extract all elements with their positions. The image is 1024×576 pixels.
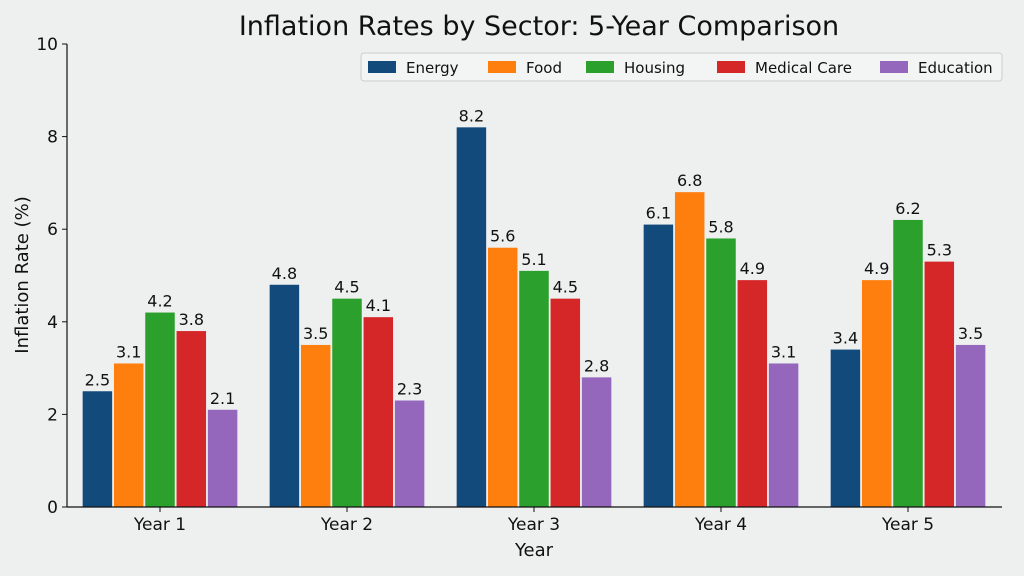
data-label: 4.1: [366, 296, 391, 315]
bar-food: [487, 247, 518, 507]
data-label: 2.1: [210, 389, 235, 408]
legend-swatch: [880, 61, 908, 73]
bar-energy: [82, 391, 113, 507]
bar-medical-care: [550, 298, 581, 507]
data-label: 6.1: [646, 204, 671, 223]
y-axis: 0 2 4 6 8 10: [36, 35, 67, 518]
data-label: 2.3: [397, 380, 422, 399]
bar-medical-care: [363, 317, 394, 507]
legend-label: Medical Care: [755, 59, 852, 77]
data-label: 4.2: [147, 292, 172, 311]
data-label: 3.1: [116, 342, 141, 361]
data-label: 6.8: [677, 171, 702, 190]
bar-medical-care: [924, 261, 955, 507]
bar-food: [674, 192, 705, 507]
bar-education: [394, 400, 425, 507]
data-label: 2.8: [584, 356, 609, 375]
bar-education: [955, 344, 986, 507]
legend-swatch: [586, 61, 614, 73]
x-tick-label: Year 1: [133, 515, 186, 535]
data-label: 2.5: [85, 370, 110, 389]
data-label: 5.1: [521, 250, 546, 269]
y-tick-label: 4: [47, 313, 58, 333]
chart-title: Inflation Rates by Sector: 5-Year Compar…: [239, 11, 839, 42]
y-tick-label: 6: [47, 220, 58, 240]
data-label: 4.9: [740, 259, 765, 278]
data-label: 5.8: [708, 217, 733, 236]
bar-medical-care: [176, 331, 207, 507]
bar-food: [300, 344, 331, 507]
data-label: 4.8: [272, 264, 297, 283]
bar-energy: [643, 224, 674, 507]
bar-housing: [519, 270, 549, 507]
y-tick-label: 10: [36, 35, 58, 55]
bar-education: [207, 409, 238, 507]
bar-education: [768, 363, 799, 507]
y-axis-label: Inflation Rate (%): [12, 196, 33, 353]
data-label: 4.9: [864, 259, 889, 278]
bar-food: [113, 363, 144, 507]
data-label: 5.6: [490, 227, 515, 246]
y-tick-label: 2: [47, 405, 58, 425]
bar-housing: [332, 298, 362, 507]
data-label: 3.5: [303, 324, 328, 343]
data-label: 6.2: [895, 199, 920, 218]
data-label: 3.4: [833, 329, 858, 348]
bar-medical-care: [737, 280, 768, 507]
bar-education: [581, 377, 612, 507]
y-tick-label: 0: [47, 498, 58, 518]
data-label: 4.5: [553, 278, 578, 297]
legend-swatch: [488, 61, 516, 73]
legend-swatch: [368, 61, 396, 73]
x-tick-label: Year 5: [881, 515, 934, 535]
y-tick-label: 8: [47, 128, 58, 148]
legend-label: Housing: [624, 59, 685, 77]
bar-food: [861, 280, 892, 507]
x-tick-label: Year 4: [694, 515, 747, 535]
x-tick-label: Year 2: [320, 515, 373, 535]
legend-box: [360, 52, 1003, 82]
legend: Energy Food Housing Medical Care Education: [360, 52, 1003, 82]
bar-housing: [706, 238, 736, 507]
data-label: 3.8: [179, 310, 204, 329]
data-label: 8.2: [459, 106, 484, 125]
bar-energy: [269, 284, 300, 507]
x-tick-label: Year 3: [507, 515, 560, 535]
data-label: 5.3: [927, 241, 952, 260]
data-label: 4.5: [334, 278, 359, 297]
data-label: 3.1: [771, 342, 796, 361]
bar-energy: [830, 349, 861, 507]
bar-housing: [145, 312, 175, 507]
data-label: 3.5: [958, 324, 983, 343]
bar-energy: [456, 127, 487, 507]
x-axis-label: Year: [514, 540, 554, 561]
legend-label: Energy: [406, 59, 459, 77]
legend-label: Food: [526, 59, 562, 77]
legend-swatch: [717, 61, 745, 73]
bar-housing: [893, 219, 923, 507]
x-axis: Year 1 Year 2 Year 3 Year 4 Year 5: [133, 507, 934, 535]
bars: 2.5 3.1 4.2 3.8 2.1 4.8 3.5 4.5 4.1 2.3 8.2 5.6 5.1 4…: [82, 106, 986, 507]
legend-label: Education: [918, 59, 993, 77]
